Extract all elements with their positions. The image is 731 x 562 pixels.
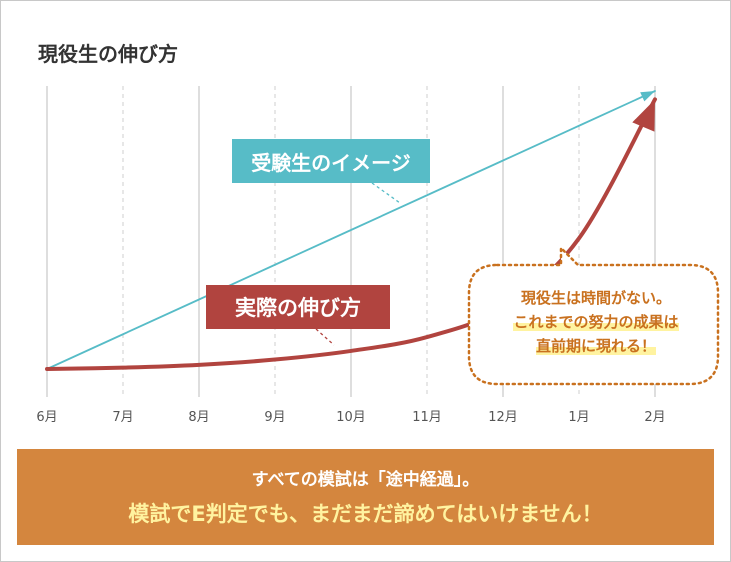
x-tick-label: 9月 bbox=[264, 410, 285, 425]
x-tick-label: 7月 bbox=[112, 410, 133, 425]
x-tick-label: 2月 bbox=[644, 410, 665, 425]
x-tick-label: 6月 bbox=[36, 410, 57, 425]
actual-arrowhead bbox=[632, 99, 655, 132]
callout-line-2: これまでの努力の成果は bbox=[513, 313, 679, 331]
actual-series-line bbox=[45, 97, 657, 371]
ideal-series-line bbox=[46, 90, 656, 370]
x-tick-labels: 6月 7月 8月 9月 10月 11月 12月 1月 2月 bbox=[36, 410, 665, 425]
banner-line-2: 模試でE判定でも、まだまだ諦めてはいけません！ bbox=[128, 502, 603, 526]
callout-line-3: 直前期に現れる！ bbox=[535, 337, 656, 355]
grid-lines bbox=[46, 86, 656, 397]
ideal-leader-line bbox=[371, 182, 401, 204]
actual-series-label: 実際の伸び方 bbox=[206, 285, 390, 329]
x-tick-label: 8月 bbox=[188, 410, 209, 425]
ideal-arrowhead bbox=[640, 91, 655, 102]
x-tick-label: 1月 bbox=[568, 410, 589, 425]
x-tick-label: 10月 bbox=[336, 410, 366, 425]
x-tick-label: 12月 bbox=[488, 410, 518, 425]
callout-text: 現役生は時間がない。 これまでの努力の成果は 直前期に現れる！ bbox=[478, 286, 714, 358]
series-lines bbox=[45, 90, 657, 371]
ideal-series-label: 受験生のイメージ bbox=[232, 139, 430, 183]
chart-title: 現役生の伸び方 bbox=[38, 42, 178, 66]
banner-line-1: すべての模試は「途中経過」。 bbox=[251, 470, 480, 490]
callout-line-1: 現役生は時間がない。 bbox=[520, 289, 671, 307]
bottom-banner: すべての模試は「途中経過」。 模試でE判定でも、まだまだ諦めてはいけません！ bbox=[17, 449, 714, 545]
x-tick-label: 11月 bbox=[412, 410, 442, 425]
actual-leader-line bbox=[315, 328, 335, 346]
